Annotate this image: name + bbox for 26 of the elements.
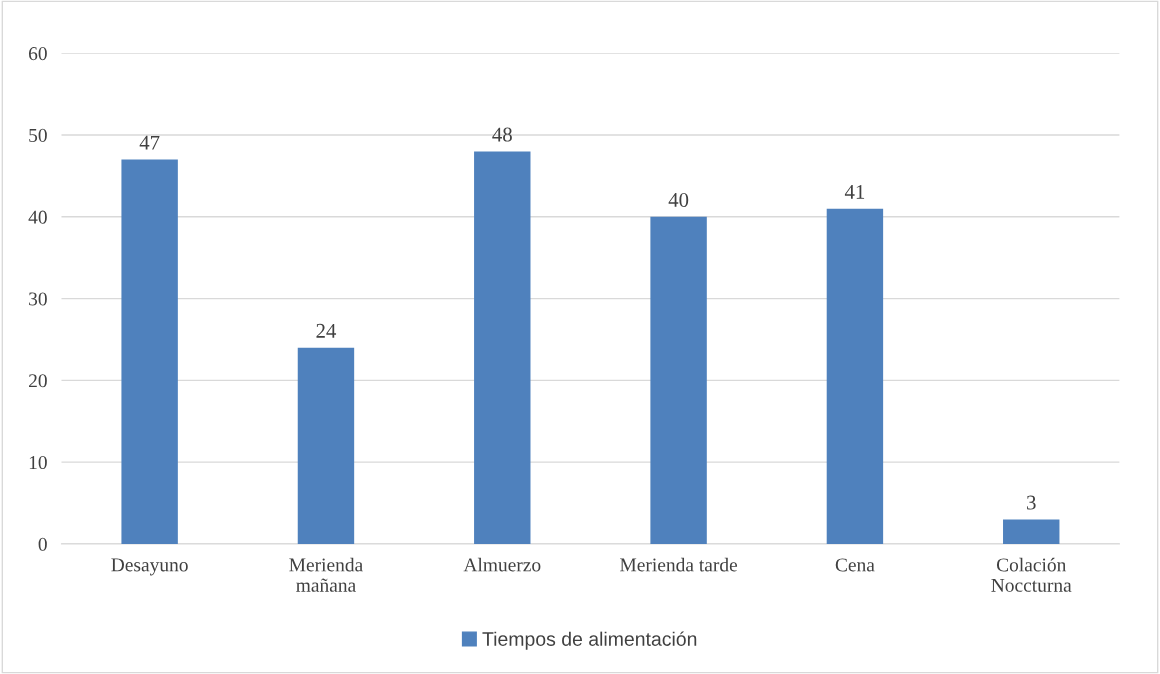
x-tick-label: Cena	[835, 558, 875, 572]
bar	[650, 216, 707, 544]
bar	[121, 159, 178, 544]
x-tick-label: Colación Noccturna	[991, 557, 1072, 592]
y-tick-label: 0	[38, 537, 47, 551]
y-tick-label: 30	[29, 292, 47, 306]
legend-label: Tiempos de alimentación	[482, 631, 697, 650]
data-label: 24	[316, 323, 337, 338]
x-tick-label: Merienda mañana	[289, 557, 363, 592]
data-label: 40	[668, 192, 689, 208]
y-tick-label: 60	[28, 47, 47, 61]
y-tick-label: 40	[28, 210, 47, 224]
y-tick-label: 20	[29, 374, 47, 388]
bar	[474, 151, 531, 544]
data-label: 41	[844, 184, 865, 199]
y-tick-label: 50	[29, 128, 47, 142]
bar	[297, 347, 355, 544]
y-tick-label: 10	[29, 455, 47, 470]
data-label: 47	[139, 135, 160, 150]
bar	[826, 208, 884, 544]
bar	[1003, 519, 1060, 544]
data-label: 48	[492, 127, 512, 142]
x-tick-label: Almuerzo	[463, 557, 541, 572]
x-tick-label: Desayuno	[111, 558, 188, 576]
data-label: 3	[1027, 495, 1036, 510]
x-tick-label: Merienda tarde	[620, 557, 738, 572]
